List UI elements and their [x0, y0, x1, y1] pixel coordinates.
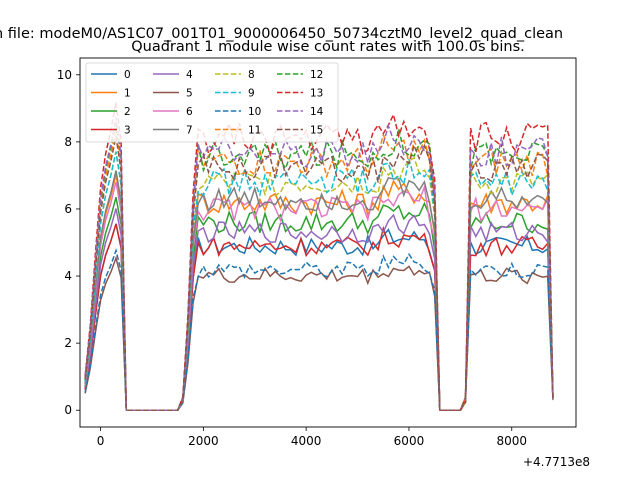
legend-label-14: 14 [310, 106, 324, 118]
y-axis: 0 2 4 6 8 10 [57, 68, 80, 417]
series-line-7 [84, 170, 554, 411]
y-tick-label: 4 [64, 269, 72, 283]
legend-label-12: 12 [310, 69, 323, 81]
x-tick-label: 2000 [188, 434, 219, 448]
series-line-12 [84, 120, 554, 411]
series-line-13 [84, 101, 554, 411]
legend-label-15: 15 [310, 125, 323, 137]
series-line-3 [84, 223, 554, 411]
legend-label-9: 9 [248, 88, 255, 100]
series-layer [84, 101, 554, 411]
series-line-5 [84, 255, 554, 411]
x-axis-offset-label: +4.7713e8 [523, 455, 590, 469]
x-tick-label: 0 [97, 434, 105, 448]
y-tick-label: 6 [64, 202, 72, 216]
legend-label-7: 7 [186, 125, 193, 137]
legend-label-2: 2 [124, 106, 131, 118]
x-tick-label: 4000 [291, 434, 322, 448]
legend-box [85, 62, 339, 143]
y-tick-label: 10 [57, 68, 72, 82]
series-line-8 [84, 151, 554, 411]
x-tick-label: 6000 [394, 434, 425, 448]
series-line-6 [84, 181, 554, 411]
legend-label-0: 0 [124, 69, 131, 81]
series-line-0 [84, 223, 554, 411]
y-tick-label: 8 [64, 135, 72, 149]
legend-label-4: 4 [186, 69, 193, 81]
figure-suptitle: n file: modeM0/AS1C07_001T01_9000006450_… [0, 26, 563, 42]
legend-label-10: 10 [248, 106, 261, 118]
series-line-2 [84, 197, 554, 411]
legend-label-3: 3 [124, 125, 131, 137]
y-tick-label: 0 [64, 403, 72, 417]
x-tick-label: 8000 [496, 434, 527, 448]
plot-area-frame [79, 57, 577, 428]
series-line-9 [84, 151, 554, 411]
legend-label-11: 11 [248, 125, 261, 137]
legend-label-8: 8 [248, 69, 255, 81]
y-tick-label: 2 [64, 336, 72, 350]
legend-label-1: 1 [124, 88, 131, 100]
x-axis: 0 2000 4000 6000 8000 [97, 427, 527, 448]
chart-title: Quadrant 1 module wise count rates with … [131, 39, 525, 55]
legend-label-6: 6 [186, 106, 193, 118]
legend-label-13: 13 [310, 88, 323, 100]
legend-label-5: 5 [186, 88, 193, 100]
series-line-15 [84, 136, 554, 411]
series-line-4 [84, 208, 554, 411]
